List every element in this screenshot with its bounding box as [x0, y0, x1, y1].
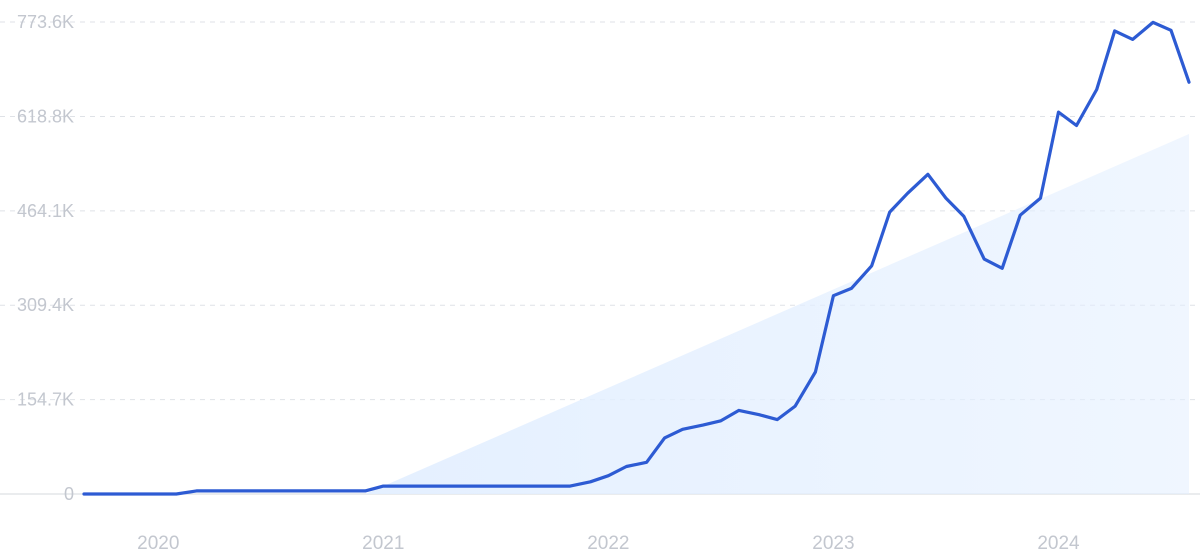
trend-area [365, 134, 1189, 494]
y-tick-label: 309.4K [17, 295, 74, 315]
y-tick-label: 618.8K [17, 106, 74, 126]
trend-area-shape [365, 134, 1189, 494]
x-axis-ticks: 2020 2021 2022 2023 2024 [137, 533, 1080, 554]
y-tick-label: 773.6K [17, 12, 74, 32]
x-tick-label: 2020 [137, 533, 179, 554]
y-tick-label: 0 [64, 484, 74, 504]
series-layer [82, 20, 1191, 496]
x-tick-label: 2023 [812, 533, 854, 554]
x-tick-label: 2021 [362, 533, 404, 554]
y-axis-ticks: 0 154.7K 309.4K 464.1K 618.8K 773.6K [17, 12, 74, 504]
y-tick-label: 464.1K [17, 201, 74, 221]
y-tick-label: 154.7K [17, 390, 74, 410]
series-line [82, 20, 1191, 496]
x-tick-label: 2022 [587, 533, 629, 554]
x-tick-label: 2024 [1037, 533, 1080, 554]
